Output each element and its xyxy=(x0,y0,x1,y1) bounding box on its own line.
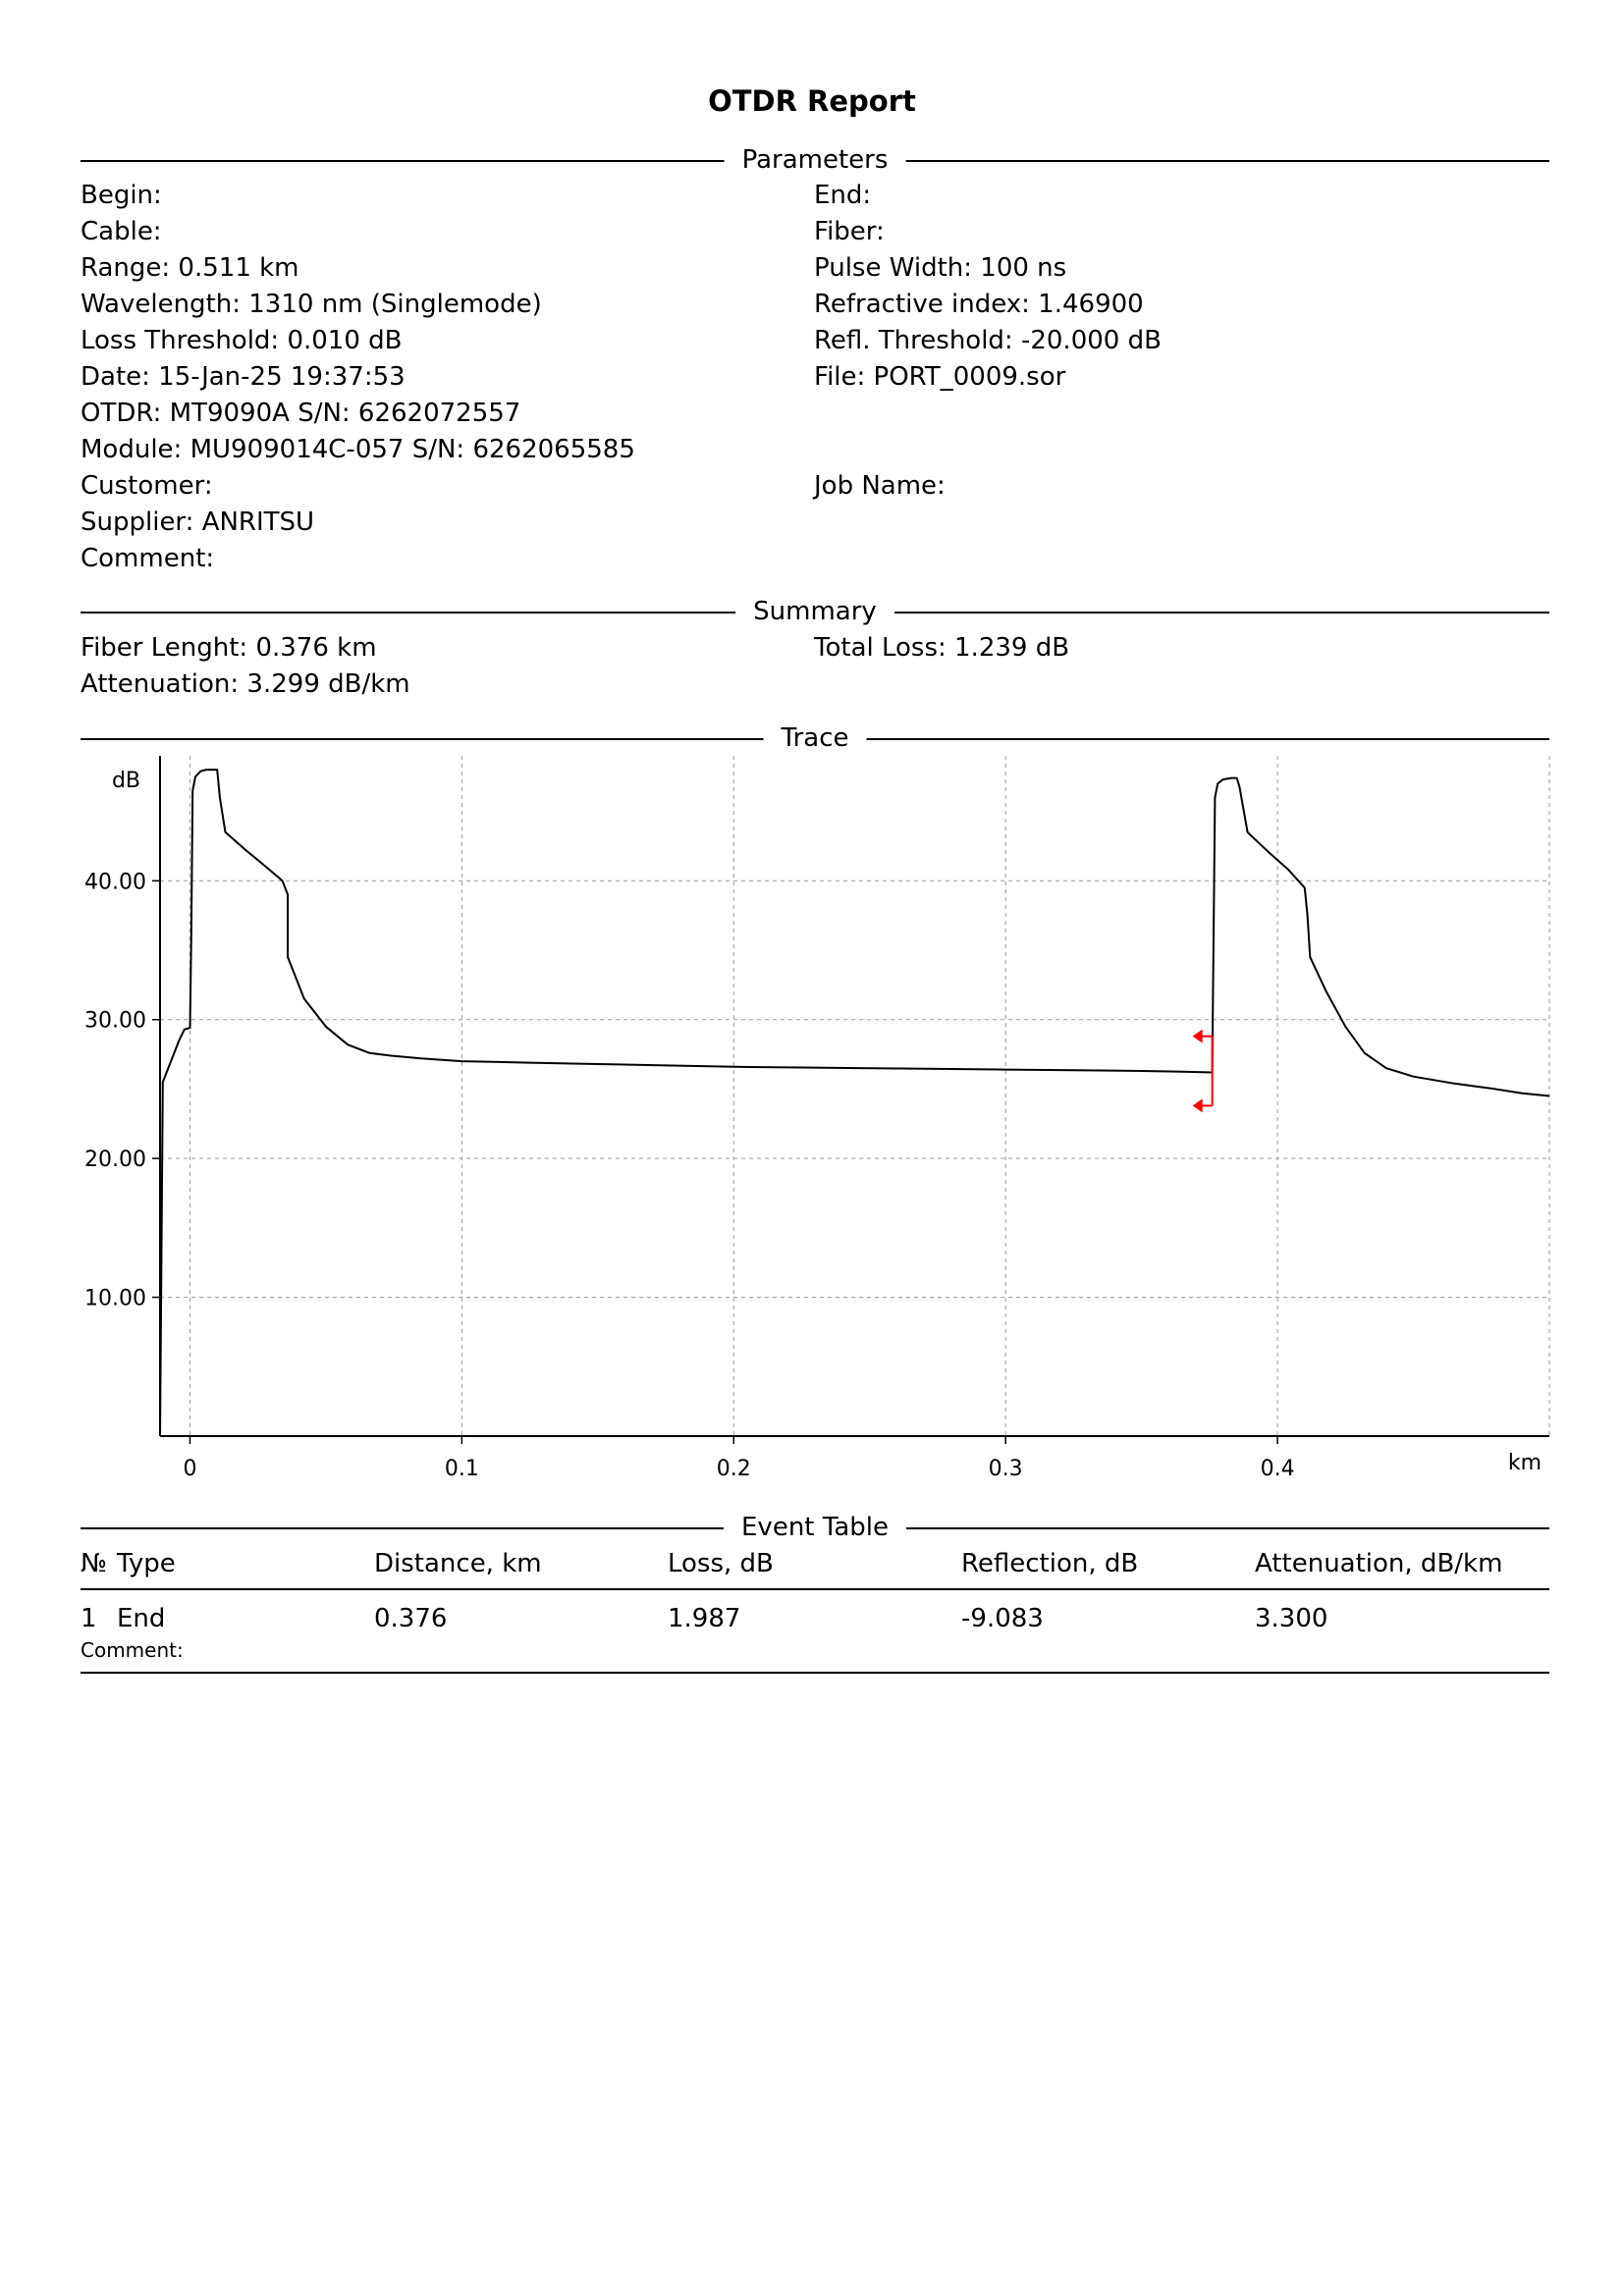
param-fiber: Fiber: xyxy=(814,217,885,246)
param-loss-threshold: Loss Threshold: 0.010 dB xyxy=(81,326,403,355)
x-axis-label: km xyxy=(1508,1451,1542,1475)
param-supplier: Supplier: ANRITSU xyxy=(81,507,315,537)
trace-section-header: Trace xyxy=(81,723,1549,753)
param-refl-threshold: Refl. Threshold: -20.000 dB xyxy=(814,326,1162,355)
col-header-attenuation: Attenuation, dB/km xyxy=(1255,1549,1503,1578)
x-tick-label: 0.4 xyxy=(1261,1457,1295,1481)
param-end: End: xyxy=(814,181,872,210)
summary-heading: Summary xyxy=(735,597,894,626)
trace-chart: 0 0.1 0.2 0.3 0.4 10.00 20.00 30.00 40.00 dB km xyxy=(84,756,1550,1481)
col-header-reflection: Reflection, dB xyxy=(961,1549,1139,1578)
parameters-section-header: Parameters xyxy=(81,145,1549,175)
y-axis-label: dB xyxy=(112,769,140,793)
col-header-loss: Loss, dB xyxy=(668,1549,774,1578)
event-table-heading: Event Table xyxy=(724,1513,906,1542)
cell-no: 1 xyxy=(81,1604,97,1633)
param-begin: Begin: xyxy=(81,181,162,210)
param-wavelength: Wavelength: 1310 nm (Singlemode) xyxy=(81,290,542,319)
event-marker-arrow-bottom xyxy=(1192,1098,1203,1113)
col-header-no: № xyxy=(81,1549,108,1578)
trace-line-group xyxy=(159,769,1550,1437)
event-marker-group xyxy=(1192,1029,1214,1113)
chart-axes xyxy=(152,756,1549,1444)
param-cable: Cable: xyxy=(81,217,162,246)
cell-reflection: -9.083 xyxy=(961,1604,1044,1633)
summary-fiber-length: Fiber Lenght: 0.376 km xyxy=(81,633,377,663)
trace-line xyxy=(159,769,1550,1437)
col-header-type: Type xyxy=(117,1549,176,1578)
x-tick-label: 0.3 xyxy=(989,1457,1023,1481)
param-module: Module: MU909014C-057 S/N: 6262065585 xyxy=(81,435,635,464)
param-comment: Comment: xyxy=(81,544,215,573)
summary-total-loss: Total Loss: 1.239 dB xyxy=(814,633,1070,663)
chart-labels: 0 0.1 0.2 0.3 0.4 10.00 20.00 30.00 40.00 dB km xyxy=(84,769,1542,1481)
param-customer: Customer: xyxy=(81,471,213,501)
event-marker-arrow-top xyxy=(1192,1029,1203,1043)
report-title: OTDR Report xyxy=(708,84,916,118)
param-otdr: OTDR: MT9090A S/N: 6262072557 xyxy=(81,399,521,428)
event-table-section-header: Event Table xyxy=(81,1513,1549,1542)
param-range: Range: 0.511 km xyxy=(81,253,299,283)
cell-loss: 1.987 xyxy=(668,1604,741,1633)
param-job-name: Job Name: xyxy=(814,471,946,501)
cell-comment-label: Comment: xyxy=(81,1638,184,1662)
cell-type: End xyxy=(117,1604,166,1633)
chart-grid xyxy=(160,756,1550,1436)
x-tick-label: 0 xyxy=(183,1457,196,1481)
y-tick-label: 10.00 xyxy=(84,1287,146,1311)
cell-attenuation: 3.300 xyxy=(1255,1604,1328,1633)
y-tick-label: 40.00 xyxy=(84,870,146,894)
parameters-heading: Parameters xyxy=(724,145,906,175)
y-tick-label: 30.00 xyxy=(84,1009,146,1034)
param-date: Date: 15-Jan-25 19:37:53 xyxy=(81,362,406,392)
y-tick-label: 20.00 xyxy=(84,1148,146,1172)
trace-heading: Trace xyxy=(763,723,867,753)
table-header-divider xyxy=(81,1588,1549,1590)
summary-attenuation: Attenuation: 3.299 dB/km xyxy=(81,669,410,699)
param-file: File: PORT_0009.sor xyxy=(814,362,1066,392)
x-tick-label: 0.2 xyxy=(717,1457,751,1481)
param-pulse-width: Pulse Width: 100 ns xyxy=(814,253,1067,283)
table-bottom-divider xyxy=(81,1672,1549,1674)
summary-section-header: Summary xyxy=(81,597,1549,626)
param-refractive-index: Refractive index: 1.46900 xyxy=(814,290,1144,319)
col-header-distance: Distance, km xyxy=(374,1549,542,1578)
x-tick-label: 0.1 xyxy=(445,1457,479,1481)
cell-distance: 0.376 xyxy=(374,1604,448,1633)
